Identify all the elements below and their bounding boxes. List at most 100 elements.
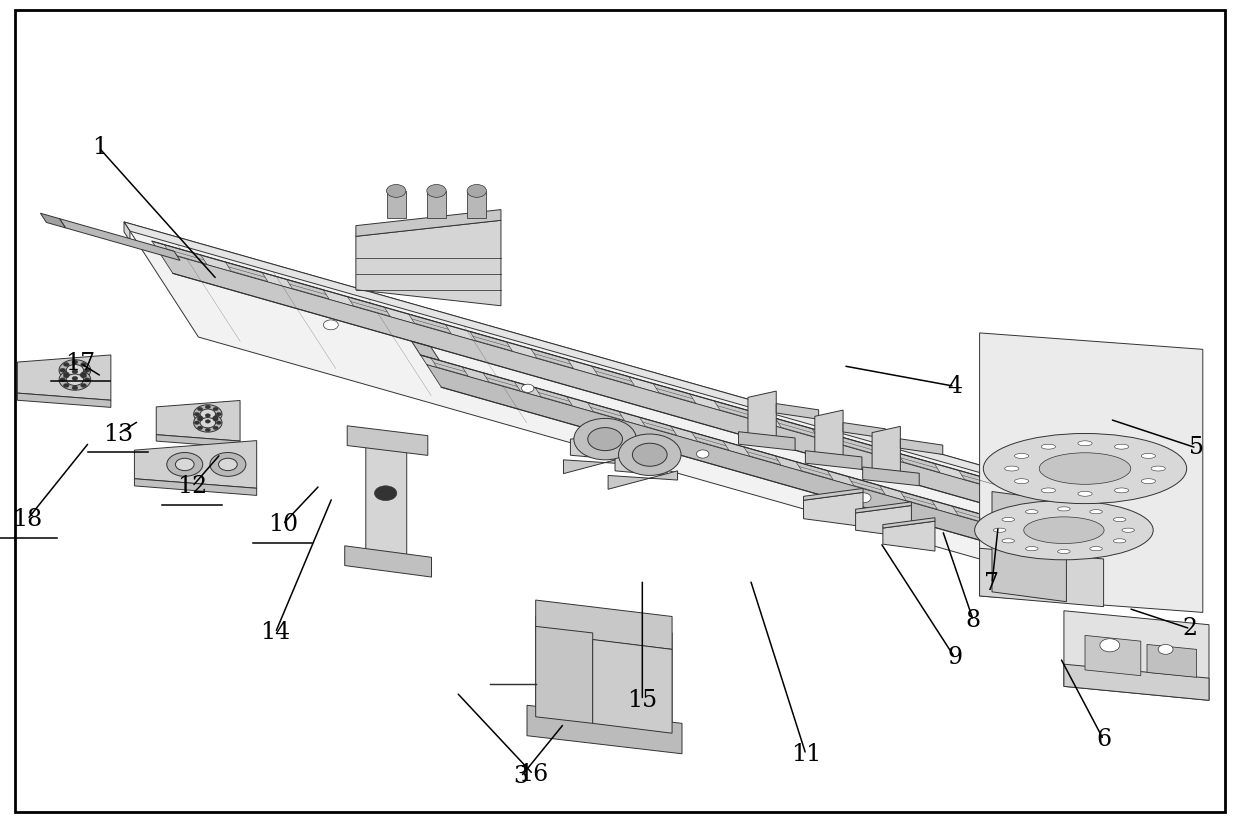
Polygon shape xyxy=(153,241,1075,511)
Circle shape xyxy=(427,184,446,197)
Polygon shape xyxy=(815,410,843,464)
Text: 7: 7 xyxy=(985,572,999,595)
Ellipse shape xyxy=(1114,538,1126,543)
Polygon shape xyxy=(226,262,268,281)
Circle shape xyxy=(175,458,195,471)
Polygon shape xyxy=(796,462,833,479)
Polygon shape xyxy=(653,384,696,403)
Polygon shape xyxy=(744,447,781,464)
Polygon shape xyxy=(863,467,919,486)
Polygon shape xyxy=(427,365,1120,580)
Polygon shape xyxy=(739,432,795,450)
Ellipse shape xyxy=(1078,492,1092,496)
Polygon shape xyxy=(563,455,632,473)
Text: 5: 5 xyxy=(1189,436,1204,459)
Polygon shape xyxy=(1064,664,1209,700)
Polygon shape xyxy=(898,453,940,473)
Polygon shape xyxy=(467,191,486,218)
Polygon shape xyxy=(124,222,1085,502)
Polygon shape xyxy=(776,404,818,419)
Circle shape xyxy=(195,421,200,424)
Text: 12: 12 xyxy=(177,475,207,498)
Circle shape xyxy=(63,374,69,378)
Circle shape xyxy=(206,420,211,423)
Ellipse shape xyxy=(1141,478,1156,483)
Text: 10: 10 xyxy=(268,513,298,536)
Polygon shape xyxy=(588,403,625,420)
Polygon shape xyxy=(692,432,729,450)
Circle shape xyxy=(619,434,681,475)
Circle shape xyxy=(374,486,397,501)
Polygon shape xyxy=(872,427,900,479)
Circle shape xyxy=(72,376,78,381)
Polygon shape xyxy=(156,400,241,441)
Text: 4: 4 xyxy=(947,375,962,398)
Polygon shape xyxy=(536,626,593,723)
Circle shape xyxy=(210,452,246,476)
Circle shape xyxy=(522,384,534,392)
Polygon shape xyxy=(1147,644,1197,677)
Polygon shape xyxy=(470,331,512,351)
Polygon shape xyxy=(952,506,990,524)
Polygon shape xyxy=(345,546,432,577)
Circle shape xyxy=(213,416,218,419)
Ellipse shape xyxy=(1058,549,1070,553)
Polygon shape xyxy=(775,418,818,437)
Polygon shape xyxy=(124,222,130,241)
Polygon shape xyxy=(980,548,1104,607)
Circle shape xyxy=(206,428,211,432)
Circle shape xyxy=(72,360,78,364)
Polygon shape xyxy=(1085,635,1141,676)
Circle shape xyxy=(218,458,237,471)
Ellipse shape xyxy=(1024,517,1104,543)
Circle shape xyxy=(81,384,87,387)
Ellipse shape xyxy=(1025,547,1038,551)
Circle shape xyxy=(200,418,216,427)
Polygon shape xyxy=(843,423,885,438)
Circle shape xyxy=(60,360,91,381)
Circle shape xyxy=(206,405,211,409)
Polygon shape xyxy=(134,441,257,488)
Polygon shape xyxy=(286,279,329,299)
Circle shape xyxy=(60,368,66,372)
Text: 6: 6 xyxy=(1096,728,1111,751)
Circle shape xyxy=(697,450,709,458)
Polygon shape xyxy=(387,191,405,218)
Ellipse shape xyxy=(975,501,1153,560)
Text: 15: 15 xyxy=(627,689,657,712)
Circle shape xyxy=(574,418,636,459)
Polygon shape xyxy=(804,488,863,501)
Text: 1: 1 xyxy=(92,136,107,159)
Circle shape xyxy=(197,426,202,430)
Polygon shape xyxy=(748,391,776,444)
Polygon shape xyxy=(484,373,521,390)
Ellipse shape xyxy=(1115,444,1128,449)
Polygon shape xyxy=(593,640,672,733)
Polygon shape xyxy=(992,492,1066,602)
Polygon shape xyxy=(159,251,1090,533)
Circle shape xyxy=(197,408,202,411)
Ellipse shape xyxy=(1014,478,1029,483)
Ellipse shape xyxy=(1151,466,1166,471)
Polygon shape xyxy=(615,450,667,475)
Circle shape xyxy=(387,184,405,197)
Circle shape xyxy=(72,370,78,373)
Polygon shape xyxy=(536,388,573,405)
Polygon shape xyxy=(366,436,407,566)
Circle shape xyxy=(195,413,200,416)
Polygon shape xyxy=(347,297,391,316)
Polygon shape xyxy=(608,471,677,489)
Ellipse shape xyxy=(1014,454,1029,459)
Ellipse shape xyxy=(993,528,1006,533)
Ellipse shape xyxy=(1042,488,1055,493)
Circle shape xyxy=(193,413,222,432)
Circle shape xyxy=(81,374,87,378)
Polygon shape xyxy=(570,435,622,459)
Circle shape xyxy=(84,378,91,381)
Text: 2: 2 xyxy=(1183,617,1198,640)
Ellipse shape xyxy=(983,433,1187,504)
Polygon shape xyxy=(883,521,935,551)
Ellipse shape xyxy=(1078,441,1092,446)
Circle shape xyxy=(63,372,69,376)
Circle shape xyxy=(216,413,222,416)
